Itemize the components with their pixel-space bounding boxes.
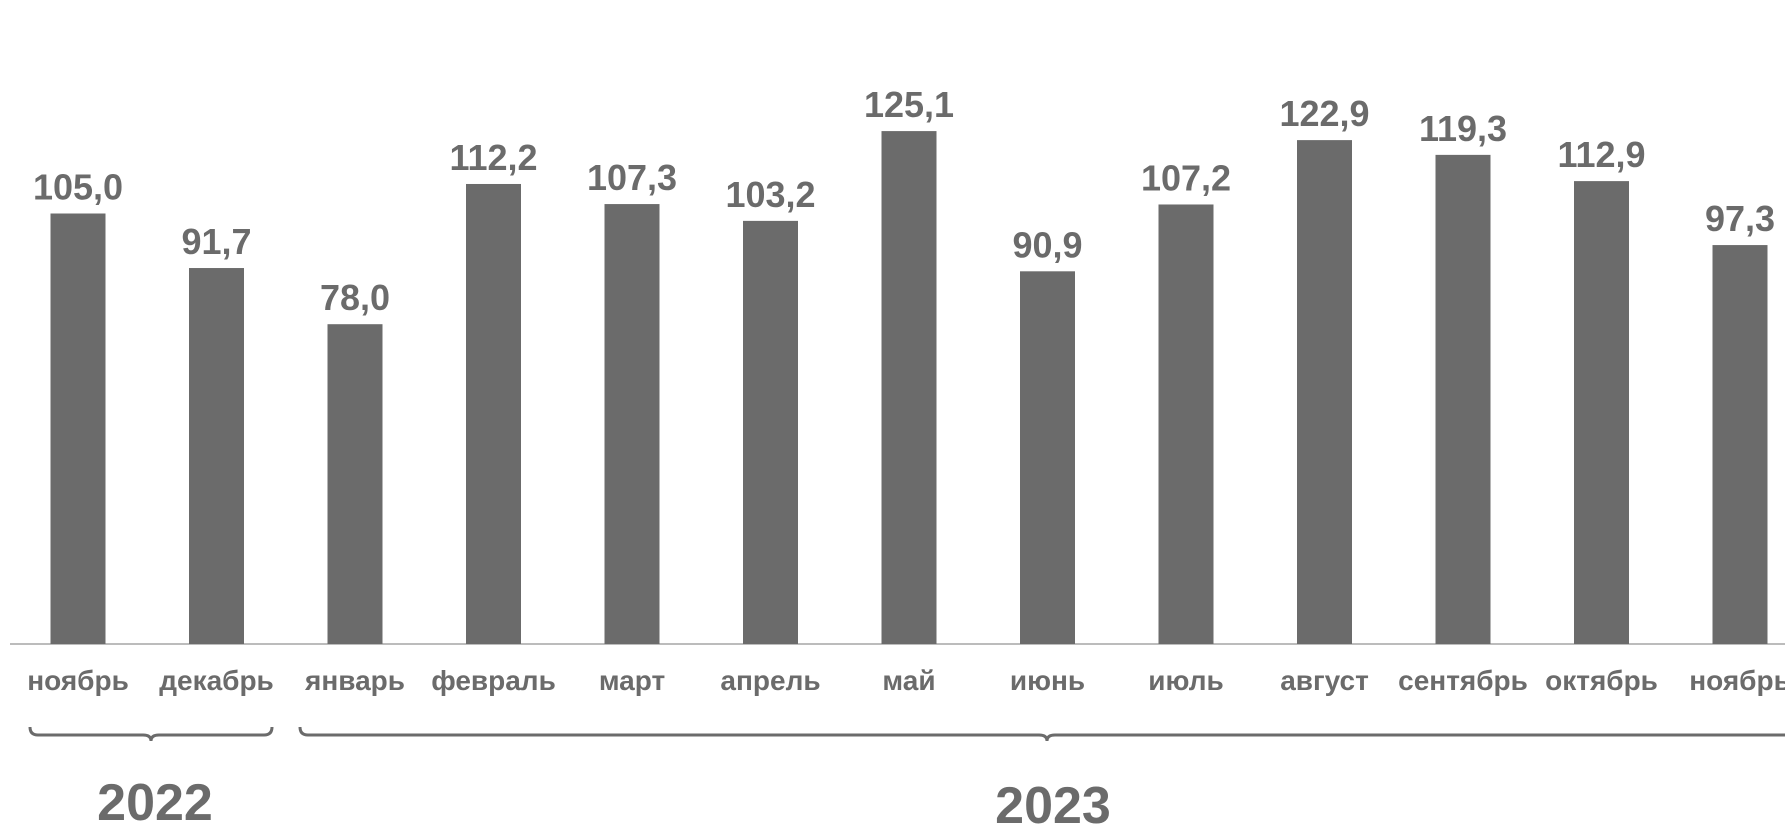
bar (1435, 154, 1491, 644)
category-label: октябрь (1545, 665, 1658, 696)
bar (189, 268, 244, 644)
value-label: 105,0 (33, 167, 123, 208)
bar (1297, 140, 1352, 645)
year-label: 2022 (97, 774, 213, 827)
value-label: 112,2 (449, 137, 537, 178)
category-labels: ноябрь декабрь январь февраль март апрель май и… (27, 665, 1785, 696)
value-label: 122,9 (1279, 93, 1369, 134)
year-braces: 2022 2023 (28, 726, 1785, 827)
bar (1020, 271, 1075, 644)
bar (466, 183, 521, 645)
category-label: март (599, 665, 665, 696)
bar (1574, 181, 1629, 645)
bars (50, 131, 1768, 645)
value-label: 91,7 (181, 221, 251, 262)
value-label: 107,2 (1141, 157, 1231, 198)
category-label: июнь (1010, 665, 1085, 696)
category-label: июль (1148, 665, 1223, 696)
bar (50, 213, 106, 644)
category-label: сентябрь (1398, 665, 1528, 696)
year-brace (28, 726, 274, 742)
category-label: ноябрь (1689, 665, 1785, 696)
category-label: январь (304, 665, 405, 696)
value-label: 125,1 (864, 84, 954, 125)
value-label: 97,3 (1705, 198, 1775, 239)
bar (881, 131, 937, 645)
bar (1158, 204, 1214, 645)
bar (743, 220, 798, 644)
year-label: 2023 (995, 777, 1111, 827)
year-brace (298, 726, 1785, 742)
category-label: ноябрь (27, 665, 129, 696)
category-label: май (882, 665, 935, 696)
value-labels: 105,0 91,7 78,0 112,2 107,3 103,2 125,1 90,9 107… (33, 84, 1775, 318)
bar (1712, 245, 1768, 644)
value-label: 119,3 (1419, 108, 1507, 149)
category-label: август (1280, 665, 1369, 696)
bar (327, 324, 383, 644)
value-label: 90,9 (1012, 224, 1082, 265)
value-label: 103,2 (725, 174, 815, 215)
value-label: 107,3 (587, 157, 677, 198)
category-label: декабрь (159, 665, 274, 696)
value-label: 112,9 (1557, 134, 1645, 175)
category-label: апрель (720, 665, 820, 696)
category-label: февраль (431, 665, 556, 696)
value-label: 78,0 (320, 277, 390, 318)
bar (604, 204, 660, 644)
